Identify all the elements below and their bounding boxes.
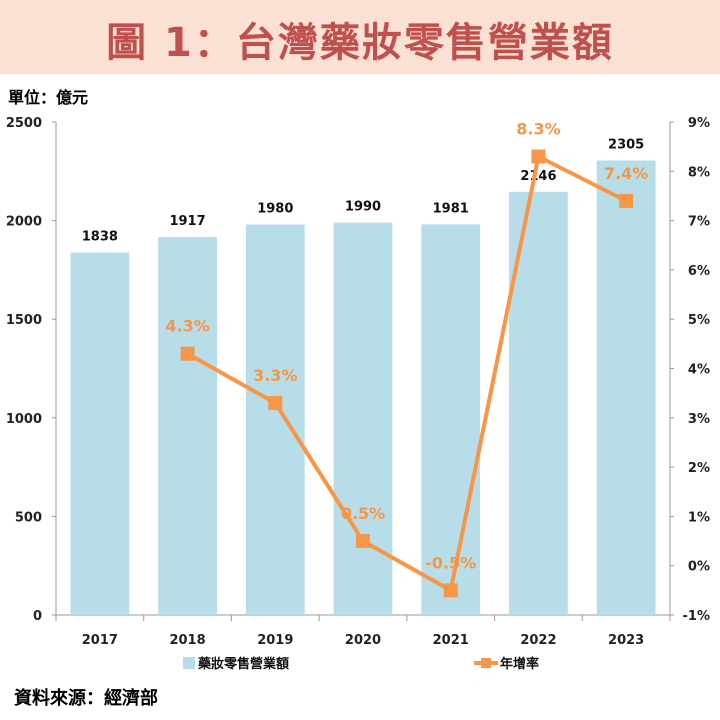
y-right-tick-label: 8%	[688, 165, 710, 180]
growth-line	[186, 154, 628, 593]
chart-title: 圖 1：台灣藥妝零售營業額	[106, 20, 614, 66]
y-right-tick-label: -1%	[683, 609, 710, 624]
y-left-tick-label: 1000	[6, 412, 42, 427]
growth-data-label: -0.5%	[425, 553, 476, 572]
x-tick-label: 2017	[82, 633, 118, 648]
bar-data-label: 1990	[345, 200, 381, 215]
bar-data-label: 1838	[82, 230, 118, 245]
x-tick-label: 2021	[433, 633, 469, 648]
y-right-tick-label: 9%	[688, 116, 710, 131]
y-right-tick-label: 2%	[688, 461, 710, 476]
legend-bar-swatch	[183, 657, 195, 669]
bar	[421, 224, 481, 615]
title-band	[0, 0, 720, 74]
bar	[596, 160, 656, 616]
growth-marker	[356, 534, 370, 549]
y-left-tick-label: 0	[33, 609, 42, 624]
bar	[70, 252, 130, 616]
y-right-tick-label: 3%	[688, 412, 710, 427]
bar-data-label: 2305	[608, 137, 644, 152]
y-right-tick-label: 5%	[688, 313, 710, 328]
growth-marker	[443, 583, 458, 598]
bar	[245, 224, 305, 615]
bar-data-label: 1917	[169, 214, 205, 229]
growth-data-label: 4.3%	[165, 317, 209, 336]
growth-data-label: 8.3%	[516, 120, 560, 139]
bar-data-label: 2146	[520, 169, 556, 184]
bar	[158, 236, 217, 616]
growth-data-label: 0.5%	[341, 504, 385, 523]
bar-data-label: 1981	[433, 201, 469, 216]
y-left-tick-label: 500	[15, 510, 42, 525]
y-right-tick-label: 7%	[688, 215, 710, 230]
x-tick-label: 2023	[608, 633, 644, 648]
y-left-tick-label: 2500	[6, 116, 42, 131]
bar	[333, 222, 393, 615]
y-left-tick-label: 1500	[6, 313, 42, 328]
x-tick-label: 2019	[257, 633, 293, 648]
growth-data-label: 7.4%	[604, 164, 648, 183]
legend-line-label: 年增率	[500, 656, 539, 672]
bar-data-label: 1980	[257, 202, 293, 217]
x-tick-label: 2018	[169, 633, 205, 648]
y-right-tick-label: 4%	[688, 363, 710, 378]
legend-line-marker	[481, 658, 491, 668]
growth-marker	[531, 149, 546, 164]
growth-marker	[180, 346, 195, 361]
unit-label: 單位：億元	[8, 88, 89, 107]
y-right-tick-label: 1%	[688, 510, 710, 525]
y-right-tick-label: 6%	[688, 264, 710, 279]
growth-marker	[268, 396, 283, 411]
source-label: 資料來源：經濟部	[14, 688, 158, 709]
x-tick-label: 2022	[520, 633, 556, 648]
x-tick-label: 2020	[345, 633, 381, 648]
y-left-tick-label: 2000	[6, 215, 42, 230]
legend-bar-label: 藥妝零售營業額	[197, 656, 289, 672]
y-right-tick-label: 0%	[688, 560, 710, 575]
growth-marker	[619, 193, 634, 208]
growth-data-label: 3.3%	[253, 366, 297, 385]
